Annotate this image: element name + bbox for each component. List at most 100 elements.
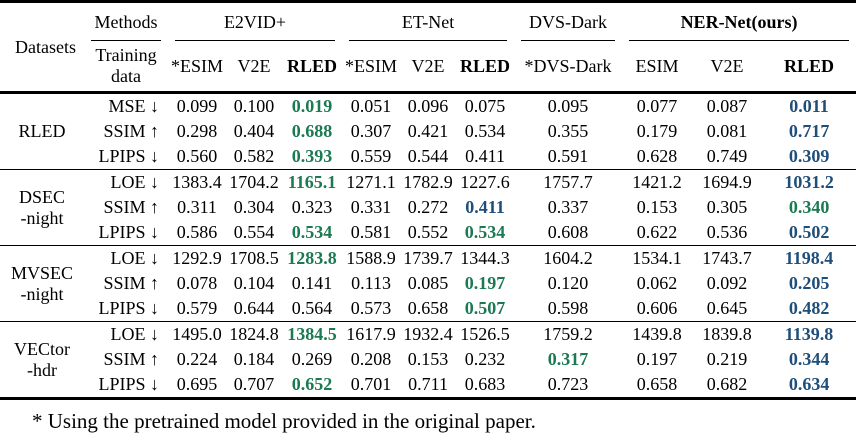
value-cell: 0.652 xyxy=(291,374,333,394)
value-cell: 0.304 xyxy=(233,197,275,217)
value-cell: 1439.8 xyxy=(622,321,693,347)
value-cell: 0.197 xyxy=(636,349,678,369)
value-cell: 0.598 xyxy=(547,298,589,318)
value-cell: 1708.5 xyxy=(226,245,282,271)
value-cell: 0.634 xyxy=(788,374,830,394)
value-cell: 0.658 xyxy=(407,298,449,318)
value-cell: 0.749 xyxy=(706,146,748,166)
value-cell: 0.120 xyxy=(547,273,589,293)
value-cell: 0.559 xyxy=(350,146,392,166)
value-cell: 0.534 xyxy=(464,222,506,242)
value-cell: 0.309 xyxy=(788,146,830,166)
value-cell: 0.404 xyxy=(233,121,275,141)
value-cell: 0.095 xyxy=(514,92,623,119)
value-cell: 0.536 xyxy=(706,222,748,242)
value-cell: 0.701 xyxy=(350,374,392,394)
value-cell: 0.393 xyxy=(291,146,333,166)
value-cell: 0.269 xyxy=(291,349,333,369)
value-cell: 1694.9 xyxy=(692,169,763,195)
value-cell: 1384.5 xyxy=(282,321,343,347)
value-cell: 0.711 xyxy=(408,374,448,394)
value-cell: 0.075 xyxy=(456,92,515,119)
value-cell: 1588.9 xyxy=(342,245,401,271)
value-cell: 0.606 xyxy=(636,298,678,318)
col-header-datasets: Datasets xyxy=(0,1,84,94)
metric-label: LOE ↓ xyxy=(84,169,168,195)
col-header-methods: Methods xyxy=(84,2,168,42)
value-cell: 0.208 xyxy=(350,349,392,369)
metric-label: SSIM ↑ xyxy=(103,349,159,369)
value-cell: 0.658 xyxy=(636,374,678,394)
value-cell: 0.622 xyxy=(636,222,678,242)
value-cell: 0.586 xyxy=(176,222,218,242)
value-cell: 0.411 xyxy=(465,146,505,166)
value-cell: 0.081 xyxy=(706,121,748,141)
metric-label: LPIPS ↓ xyxy=(98,222,159,242)
value-cell: 1759.2 xyxy=(514,321,623,347)
value-cell: 0.581 xyxy=(350,222,392,242)
value-cell: 0.573 xyxy=(350,298,392,318)
value-cell: 0.682 xyxy=(706,374,748,394)
value-cell: 0.355 xyxy=(547,121,589,141)
value-cell: 0.560 xyxy=(176,146,218,166)
value-cell: 0.113 xyxy=(351,273,391,293)
metric-label: LOE ↓ xyxy=(84,321,168,347)
value-cell: 0.534 xyxy=(291,222,333,242)
metric-label: SSIM ↑ xyxy=(103,197,159,217)
metric-label: SSIM ↑ xyxy=(103,273,159,293)
metric-label: MSE ↓ xyxy=(84,92,168,119)
value-cell: 1421.2 xyxy=(622,169,693,195)
subcol-header-nernet-rled: RLED xyxy=(762,41,856,94)
value-cell: 1534.1 xyxy=(622,245,693,271)
value-cell: 1495.0 xyxy=(168,321,226,347)
value-cell: 0.099 xyxy=(168,92,226,119)
value-cell: 0.298 xyxy=(176,121,218,141)
value-cell: 0.078 xyxy=(176,273,218,293)
value-cell: 0.062 xyxy=(636,273,678,293)
value-cell: 0.197 xyxy=(464,273,506,293)
value-cell: 0.707 xyxy=(233,374,275,394)
value-cell: 0.232 xyxy=(464,349,506,369)
value-cell: 1139.8 xyxy=(762,321,856,347)
value-cell: 0.344 xyxy=(788,349,830,369)
value-cell: 0.179 xyxy=(636,121,678,141)
value-cell: 1227.6 xyxy=(456,169,515,195)
value-cell: 0.582 xyxy=(233,146,275,166)
metric-label: LOE ↓ xyxy=(84,245,168,271)
value-cell: 0.502 xyxy=(788,222,830,242)
value-cell: 0.153 xyxy=(407,349,449,369)
value-cell: 0.591 xyxy=(547,146,589,166)
metric-label: LPIPS ↓ xyxy=(98,146,159,166)
footnote: * Using the pretrained model provided in… xyxy=(32,409,536,433)
metric-label: LPIPS ↓ xyxy=(98,298,159,318)
value-cell: 1743.7 xyxy=(692,245,763,271)
value-cell: 0.695 xyxy=(176,374,218,394)
value-cell: 0.077 xyxy=(622,92,693,119)
value-cell: 0.608 xyxy=(547,222,589,242)
value-cell: 0.272 xyxy=(407,197,449,217)
value-cell: 0.552 xyxy=(407,222,449,242)
value-cell: 1604.2 xyxy=(514,245,623,271)
value-cell: 1292.9 xyxy=(168,245,226,271)
subcol-header-etnet-v2e: V2E xyxy=(400,41,457,94)
value-cell: 0.544 xyxy=(407,146,449,166)
group-header-dvs-dark: DVS-Dark xyxy=(514,2,622,42)
value-cell: 0.051 xyxy=(342,92,401,119)
subcol-header-nernet-v2e: V2E xyxy=(692,41,763,94)
dataset-label-vector-hdr: VECtor -hdr xyxy=(0,321,84,399)
value-cell: 0.307 xyxy=(350,121,392,141)
value-cell: 1704.2 xyxy=(226,169,282,195)
value-cell: 0.331 xyxy=(350,197,392,217)
group-header-etnet: ET-Net xyxy=(342,2,514,42)
value-cell: 0.219 xyxy=(706,349,748,369)
value-cell: 0.096 xyxy=(400,92,457,119)
value-cell: 0.317 xyxy=(547,349,589,369)
group-header-e2vid: E2VID+ xyxy=(168,2,342,42)
value-cell: 0.337 xyxy=(547,197,589,217)
benchmark-results-table: Datasets Methods E2VID+ ET-Net DVS-Dark … xyxy=(0,0,856,400)
subcol-header-dvs-dark: *DVS-Dark xyxy=(514,41,623,94)
col-header-training-data: Training data xyxy=(84,41,168,94)
table-body: RLED MSE ↓ 0.099 0.100 0.019 0.051 0.096 0.075 0… xyxy=(0,92,856,399)
value-cell: 0.100 xyxy=(226,92,282,119)
